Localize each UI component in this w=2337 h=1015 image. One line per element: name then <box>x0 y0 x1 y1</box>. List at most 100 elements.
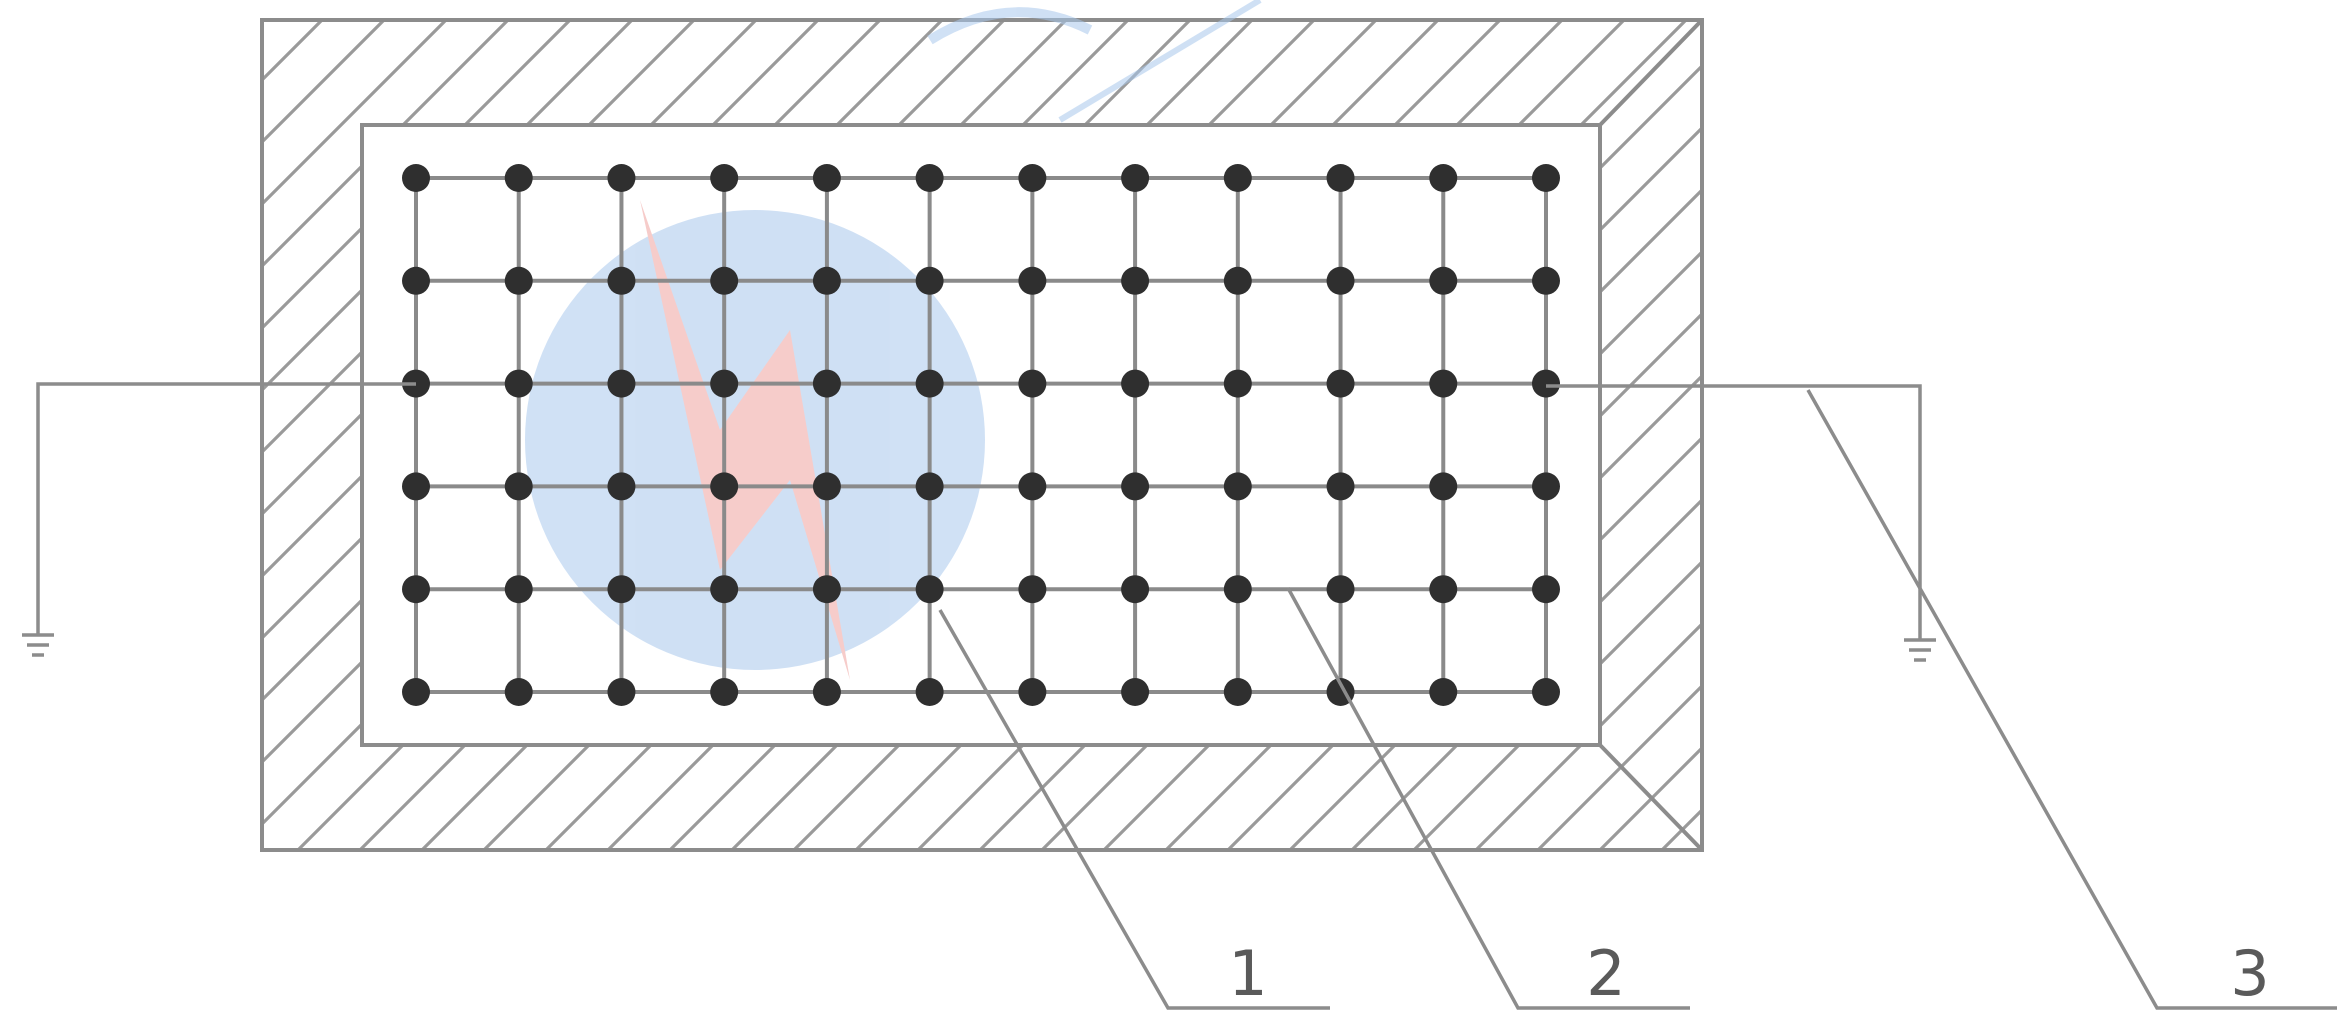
grounding-grid <box>402 164 1560 706</box>
grid-node <box>1532 164 1560 192</box>
hatch-line <box>1287 435 1702 850</box>
grid-node <box>504 575 533 604</box>
hatch-line <box>262 20 449 207</box>
grid-node <box>1532 575 1560 604</box>
hatch-line <box>262 20 387 145</box>
grid-node <box>1326 266 1355 295</box>
hatch-line <box>262 20 263 21</box>
corner-edge-bottom-right <box>1598 743 1704 852</box>
hatch-line <box>1349 497 1702 850</box>
watermark-bolt <box>640 200 850 680</box>
grid-node <box>1018 266 1047 295</box>
watermark-arc <box>927 7 1093 45</box>
left-lead-wire <box>36 382 416 625</box>
grid-node <box>402 266 430 295</box>
grid-node <box>1223 369 1252 398</box>
grid-node <box>504 266 533 295</box>
grid-node <box>915 369 944 398</box>
grid-node <box>710 164 739 192</box>
hatch-line <box>1473 621 1702 850</box>
grid-node <box>1429 472 1458 501</box>
grid-node <box>1429 164 1458 192</box>
grid-node <box>1326 575 1355 604</box>
grid-node <box>607 678 636 706</box>
hatched-enclosure <box>260 0 2337 900</box>
grid-node <box>915 575 944 604</box>
watermark-logo <box>525 0 1262 680</box>
grid-node <box>1223 678 1252 706</box>
grid-node <box>1223 164 1252 192</box>
grid-node <box>710 575 739 604</box>
enclosure-inner-frame <box>360 123 1602 747</box>
grid-node <box>710 266 739 295</box>
callout-label-1: 1 <box>1228 937 1267 1010</box>
hatch-line <box>1597 745 1702 850</box>
hatch-line <box>1659 807 1702 850</box>
grid-node <box>607 266 636 295</box>
grid-node <box>1429 369 1458 398</box>
grid-node <box>1018 678 1047 706</box>
grid-node <box>915 678 944 706</box>
grid-node <box>1429 266 1458 295</box>
grid-node <box>504 164 533 192</box>
grid-node <box>1326 472 1355 501</box>
leader-2 <box>1286 587 1690 1010</box>
grid-node <box>402 678 430 706</box>
grid-node <box>504 369 533 398</box>
grid-node <box>1532 369 1560 398</box>
grid-node <box>915 472 944 501</box>
grid-node <box>1429 678 1458 706</box>
grid-node <box>1532 678 1560 706</box>
grid-node <box>1121 575 1150 604</box>
lead-wires <box>36 382 1922 630</box>
grid-node <box>607 164 636 192</box>
grid-node <box>812 164 841 192</box>
grid-node <box>1121 678 1150 706</box>
right-lead-wire <box>1546 384 1922 630</box>
hatch-line <box>1535 683 1702 850</box>
hatch-line <box>1674 0 2337 900</box>
callout-label-3: 3 <box>2230 937 2269 1010</box>
left-ground-icon <box>22 625 54 657</box>
right-ground-icon <box>1904 630 1936 662</box>
grid-node <box>607 575 636 604</box>
grid-node <box>1121 266 1150 295</box>
grid-node <box>1532 266 1560 295</box>
grid-node <box>1532 472 1560 501</box>
grid-node <box>402 472 430 501</box>
grid-node <box>1326 369 1355 398</box>
leader-1 <box>938 609 1330 1010</box>
grid-node <box>812 266 841 295</box>
hatch-line <box>1225 373 1702 850</box>
callout-leaders <box>938 389 2337 1010</box>
leader-3 <box>1806 389 2337 1010</box>
grid-node <box>1121 164 1150 192</box>
grid-node <box>710 472 739 501</box>
grid-node <box>402 164 430 192</box>
grid-node <box>812 678 841 706</box>
grid-node <box>402 575 430 604</box>
grid-node <box>710 369 739 398</box>
hatch-line <box>1411 559 1702 850</box>
grid-node <box>607 472 636 501</box>
grid-node <box>812 575 841 604</box>
grid-node <box>1018 575 1047 604</box>
grid-node <box>1223 266 1252 295</box>
grid-node <box>1223 472 1252 501</box>
hatch-line <box>262 20 325 83</box>
grid-node <box>504 472 533 501</box>
watermark-stroke <box>1058 0 1262 123</box>
grid-node <box>812 472 841 501</box>
grid-node <box>710 678 739 706</box>
grid-node <box>1326 164 1355 192</box>
grid-node <box>607 369 636 398</box>
grid-node <box>1429 575 1458 604</box>
grid-node <box>1018 369 1047 398</box>
grid-node <box>915 266 944 295</box>
grid-node <box>1223 575 1252 604</box>
callout-label-2: 2 <box>1586 937 1625 1010</box>
corner-edge-top-right <box>1598 18 1704 127</box>
grid-node <box>1018 472 1047 501</box>
grid-node <box>1121 472 1150 501</box>
